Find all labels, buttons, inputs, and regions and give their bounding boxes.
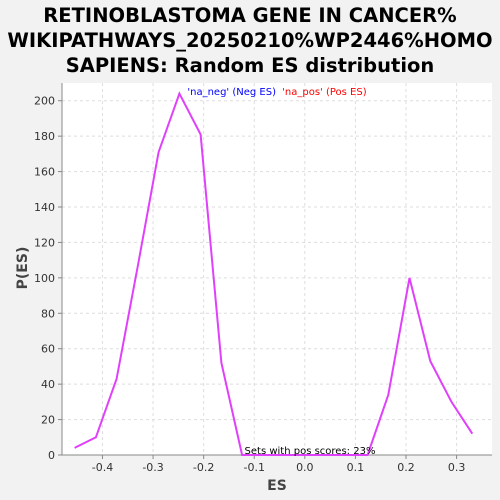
y-tick-label: 60: [41, 343, 55, 356]
y-tick-label: 180: [34, 130, 55, 143]
chart-title-line-3: SAPIENS: Random ES distribution: [65, 54, 435, 77]
grid: [62, 83, 492, 456]
x-tick-label: -0.1: [244, 461, 265, 474]
y-axis-label: P(ES): [15, 247, 31, 290]
chart-title-line-1: RETINOBLASTOMA GENE IN CANCER%: [43, 4, 457, 27]
x-tick-label: 0.1: [347, 461, 365, 474]
legend: 'na_neg' (Neg ES) 'na_pos' (Pos ES): [187, 87, 366, 98]
x-tick-label: -0.2: [193, 461, 214, 474]
tick-labels: -0.4 -0.3 -0.2 -0.1 0.0 0.1 0.2 0.3 0 20 40 60 80 100…: [34, 95, 465, 474]
chart-title: RETINOBLASTOMA GENE IN CANCER% WIKIPATHW…: [0, 3, 500, 78]
series-line: [74, 91, 474, 456]
pos-scores-annotation: Sets with pos scores: 23%: [245, 446, 376, 457]
y-tick-label: 20: [41, 414, 55, 427]
y-tick-label: 80: [41, 307, 55, 320]
x-tick-label: 0.0: [296, 461, 314, 474]
y-tick-label: 40: [41, 378, 55, 391]
legend-neg: 'na_neg' (Neg ES): [187, 87, 276, 98]
x-tick-label: 0.2: [397, 461, 415, 474]
y-tick-label: 100: [34, 272, 55, 285]
x-tick-label: -0.3: [142, 461, 163, 474]
y-tick-label: 0: [48, 449, 55, 462]
plot-area: [62, 83, 492, 455]
y-tick-label: 200: [34, 95, 55, 108]
x-tick-label: -0.4: [92, 461, 113, 474]
legend-pos: 'na_pos' (Pos ES): [282, 87, 367, 98]
y-tick-label: 120: [34, 236, 55, 249]
chart-title-line-2: WIKIPATHWAYS_20250210%WP2446%HOMO: [7, 29, 493, 52]
x-axis-label: ES: [267, 478, 287, 494]
y-tick-label: 160: [34, 166, 55, 179]
x-tick-label: 0.3: [448, 461, 466, 474]
y-tick-label: 140: [34, 201, 55, 214]
